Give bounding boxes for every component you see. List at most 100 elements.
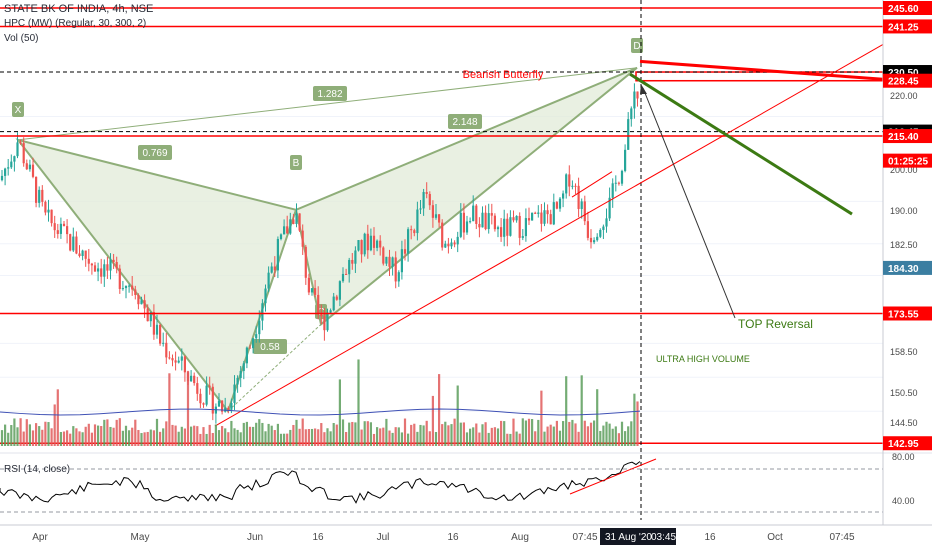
volume-bar xyxy=(493,427,496,446)
rsi-line xyxy=(0,461,641,504)
time-axis-tick: 07:45 xyxy=(572,532,597,543)
volume-bar xyxy=(521,418,524,446)
candle-body xyxy=(258,320,261,335)
pattern-ac-line xyxy=(227,323,322,412)
price-tag-label: 173.55 xyxy=(888,309,919,320)
candle-body xyxy=(301,230,304,247)
time-axis-tick: 07:45 xyxy=(829,532,854,543)
volume-bar xyxy=(348,422,351,446)
candle-body xyxy=(512,217,515,221)
pattern-point-label: B xyxy=(293,158,300,169)
volume-bar xyxy=(605,421,608,446)
candle-body xyxy=(558,198,562,209)
volume-bar xyxy=(75,428,78,446)
volume-bar xyxy=(611,428,614,446)
price-axis-tick: 190.00 xyxy=(890,206,918,216)
volume-bar xyxy=(577,431,580,446)
candle-body xyxy=(518,215,521,238)
candle-body xyxy=(338,281,341,300)
time-highlight-date: 31 Aug '20 xyxy=(605,532,652,543)
candle-body xyxy=(307,277,310,293)
volume-bar xyxy=(217,430,221,446)
volume-bar xyxy=(155,418,159,446)
volume-bar xyxy=(87,423,90,446)
pattern-name-label: Bearish Butterfly xyxy=(463,69,544,81)
volume-bar xyxy=(298,428,301,446)
pattern-ratio-label: 2.148 xyxy=(452,117,477,128)
pattern-bcd-triangle xyxy=(294,66,638,327)
volume-bar xyxy=(143,432,146,446)
pattern-xd-line xyxy=(17,67,638,141)
candle-body xyxy=(44,201,47,213)
volume-bar xyxy=(0,430,4,446)
volume-bar xyxy=(121,430,124,446)
volume-bar xyxy=(345,432,348,446)
volume-bar xyxy=(620,421,624,446)
volume-bar xyxy=(425,420,428,446)
volume-bar xyxy=(453,418,456,446)
volume-bar xyxy=(484,422,487,446)
short-trendline xyxy=(571,171,613,198)
candle-body xyxy=(13,156,16,162)
volume-bar xyxy=(472,427,475,446)
volume-bar xyxy=(62,431,66,446)
candle-body xyxy=(574,185,577,187)
time-axis-tick: Jul xyxy=(377,532,390,543)
volume-bar xyxy=(273,430,276,446)
volume-bar xyxy=(248,426,252,446)
volume-bar xyxy=(53,404,56,446)
candle-body xyxy=(168,357,171,359)
candle-body xyxy=(221,400,224,412)
candle-body xyxy=(372,235,376,248)
price-axis-tick: 220.00 xyxy=(890,91,918,101)
volume-bar xyxy=(109,426,112,446)
volume-bar xyxy=(131,427,134,446)
volume-bar xyxy=(475,423,478,446)
volume-bar xyxy=(314,428,317,446)
volume-bar xyxy=(264,431,267,446)
candle-body xyxy=(152,312,155,335)
candle-body xyxy=(7,167,10,169)
volume-bar xyxy=(354,422,357,446)
candle-body xyxy=(174,360,177,363)
volume-bar xyxy=(332,423,335,446)
volume-bar xyxy=(586,426,589,446)
time-highlight-box xyxy=(600,528,676,545)
volume-bar xyxy=(360,429,363,446)
volume-bar xyxy=(31,430,35,446)
candle-body xyxy=(118,268,121,289)
candle-body xyxy=(276,239,279,271)
volume-bar xyxy=(270,425,273,446)
volume-bar xyxy=(385,418,388,446)
volume-bar xyxy=(301,418,304,446)
volume-bar xyxy=(478,432,481,446)
candle-body xyxy=(199,393,202,404)
volume-bar xyxy=(286,433,289,446)
candle-body xyxy=(596,236,599,241)
volume-bar xyxy=(403,418,407,446)
candle-body xyxy=(577,185,580,209)
candle-body xyxy=(59,223,62,234)
candle-body xyxy=(131,285,134,290)
candle-body xyxy=(279,234,283,240)
volume-bar xyxy=(583,420,586,446)
price-axis-tick: 200.00 xyxy=(890,165,918,175)
volume-bar xyxy=(279,433,283,446)
candle-body xyxy=(255,334,258,339)
candle-body xyxy=(453,242,456,245)
volume-legend: Vol (50) xyxy=(4,33,39,44)
candle-body xyxy=(286,226,289,234)
candle-body xyxy=(143,300,146,309)
volume-bar xyxy=(100,426,103,446)
pattern-point-badge xyxy=(290,155,302,170)
price-tag-box xyxy=(883,436,932,451)
candle-body xyxy=(121,288,124,290)
volume-bar xyxy=(304,429,307,446)
rsi-trendline xyxy=(569,458,657,495)
volume-bar xyxy=(28,424,31,446)
volume-bar xyxy=(205,433,208,446)
candle-body xyxy=(87,258,90,264)
volume-bar xyxy=(196,426,199,446)
candle-body xyxy=(369,235,372,251)
